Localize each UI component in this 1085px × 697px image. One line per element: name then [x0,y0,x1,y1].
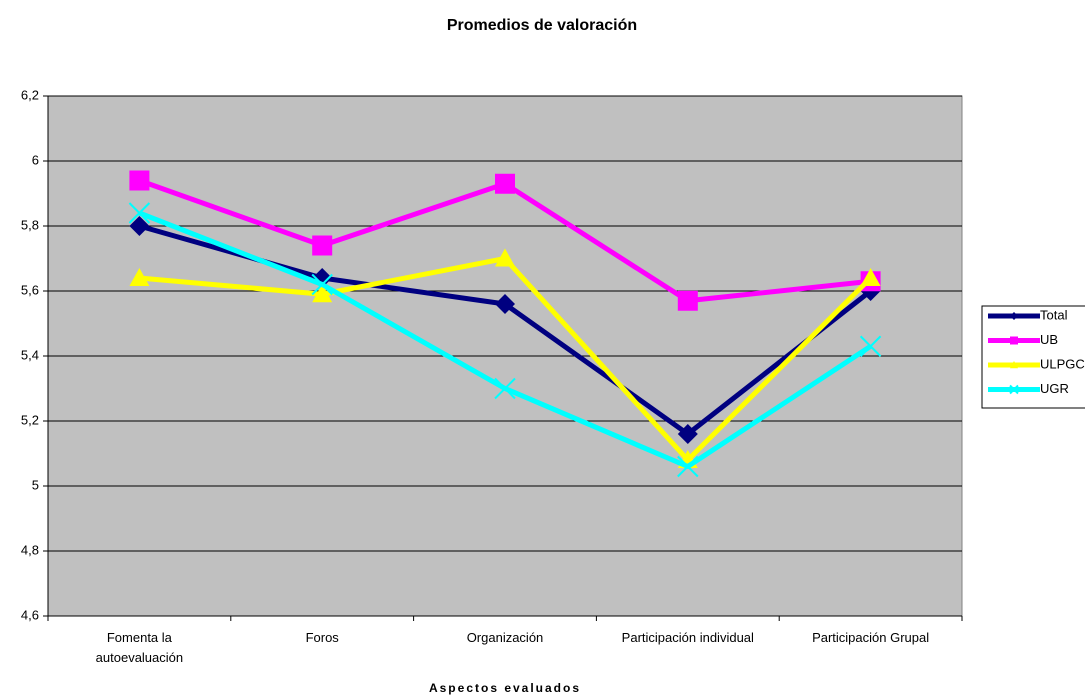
x-tick-label-box: Participación individual [621,630,754,645]
y-tick-label: 5,4 [21,347,39,362]
marker [495,294,515,314]
marker [129,216,150,236]
marker [859,335,882,357]
marker [311,273,333,296]
marker [860,268,881,286]
marker [677,290,698,311]
marker [495,248,515,267]
marker [312,235,333,256]
marker [677,424,698,444]
x-tick-label: Participación individual [621,630,754,645]
y-tick-label: 6 [32,152,39,167]
y-tick-label: 5,8 [21,217,39,232]
y-tick-label: 5 [32,477,39,492]
y-tick-label: 5,2 [21,412,39,427]
legend-label: UB [1040,332,1058,347]
x-axis-title: Aspectos evaluados [429,681,581,695]
x-tick-label-box: Fomenta la autoevaluación [95,630,184,665]
marker [1010,336,1018,345]
marker [312,284,333,303]
y-tick-label: 5,6 [21,282,39,297]
legend-label: Total [1040,307,1068,322]
marker [1010,312,1018,320]
marker [677,455,699,478]
y-tick-label: 4,6 [21,607,39,622]
marker [495,173,515,194]
x-tick-label-box: Organización [466,630,544,645]
marker [1009,384,1019,395]
x-tick-label: Participación Grupal [812,630,930,645]
legend-label: ULPGC [1040,356,1085,371]
x-tick-label: Fomenta la autoevaluación [95,630,184,665]
marker [1010,361,1018,369]
x-tick-label-box: Foros [305,630,339,645]
marker [129,170,150,191]
y-tick-label: 6,2 [21,87,39,102]
x-tick-label: Organización [466,630,544,645]
x-tick-label-box: Participación Grupal [812,630,930,645]
y-tick-label: 4,8 [21,542,39,557]
x-tick-label: Foros [305,630,339,645]
legend-label: UGR [1040,381,1069,396]
marker [494,377,516,400]
marker [128,202,151,224]
marker [129,268,150,286]
chart-title: Promedios de valoración [447,17,637,34]
